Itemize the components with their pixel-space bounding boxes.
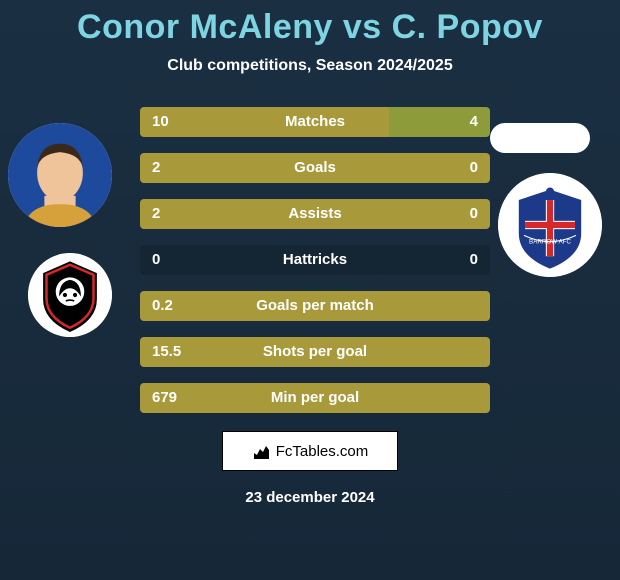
stat-value-left: 679	[152, 383, 177, 413]
club-right-label: BARROW AFC	[529, 239, 571, 246]
stat-row: Goals2 0	[140, 153, 490, 183]
stat-label: Goals	[140, 153, 490, 183]
page-title: Conor McAleny vs C. Popov	[0, 0, 620, 47]
stat-label: Shots per goal	[140, 337, 490, 367]
stat-row: Min per goal679	[140, 383, 490, 413]
stat-row: Hattricks0 0	[140, 245, 490, 275]
stat-label: Goals per match	[140, 291, 490, 321]
stat-value-left: 2	[152, 153, 160, 183]
stat-value-left: 0.2	[152, 291, 173, 321]
stat-value-right: 0	[470, 245, 478, 275]
club-right-icon: BARROW AFC	[498, 173, 602, 277]
club-left-icon	[28, 253, 112, 337]
stat-row: Goals per match0.2	[140, 291, 490, 321]
stat-label: Hattricks	[140, 245, 490, 275]
stat-value-right: 0	[470, 199, 478, 229]
footer-date: 23 december 2024	[0, 489, 620, 506]
stat-row: Assists2 0	[140, 199, 490, 229]
subtitle: Club competitions, Season 2024/2025	[0, 57, 620, 75]
player-right-avatar	[490, 123, 590, 153]
club-left-badge	[28, 253, 112, 337]
stat-label: Matches	[140, 107, 490, 137]
stat-row: Shots per goal15.5	[140, 337, 490, 367]
brand-icon	[252, 441, 272, 461]
brand-text: FcTables.com	[276, 443, 369, 460]
stat-row: Matches10 4	[140, 107, 490, 137]
stat-value-left: 2	[152, 199, 160, 229]
stat-value-left: 15.5	[152, 337, 181, 367]
comparison-bars: Matches104Goals20Assists20Hattricks00Goa…	[140, 107, 490, 429]
avatar-left-icon	[8, 123, 112, 227]
club-right-badge: BARROW AFC	[498, 173, 602, 277]
player-left-avatar	[8, 123, 112, 227]
stat-label: Min per goal	[140, 383, 490, 413]
stat-value-right: 0	[470, 153, 478, 183]
stat-value-left: 0	[152, 245, 160, 275]
comparison-chart: BARROW AFC Matches104Goals20Assists20Hat…	[0, 103, 620, 413]
stat-value-left: 10	[152, 107, 169, 137]
stat-value-right: 4	[470, 107, 478, 137]
stat-label: Assists	[140, 199, 490, 229]
brand-badge: FcTables.com	[222, 431, 398, 471]
